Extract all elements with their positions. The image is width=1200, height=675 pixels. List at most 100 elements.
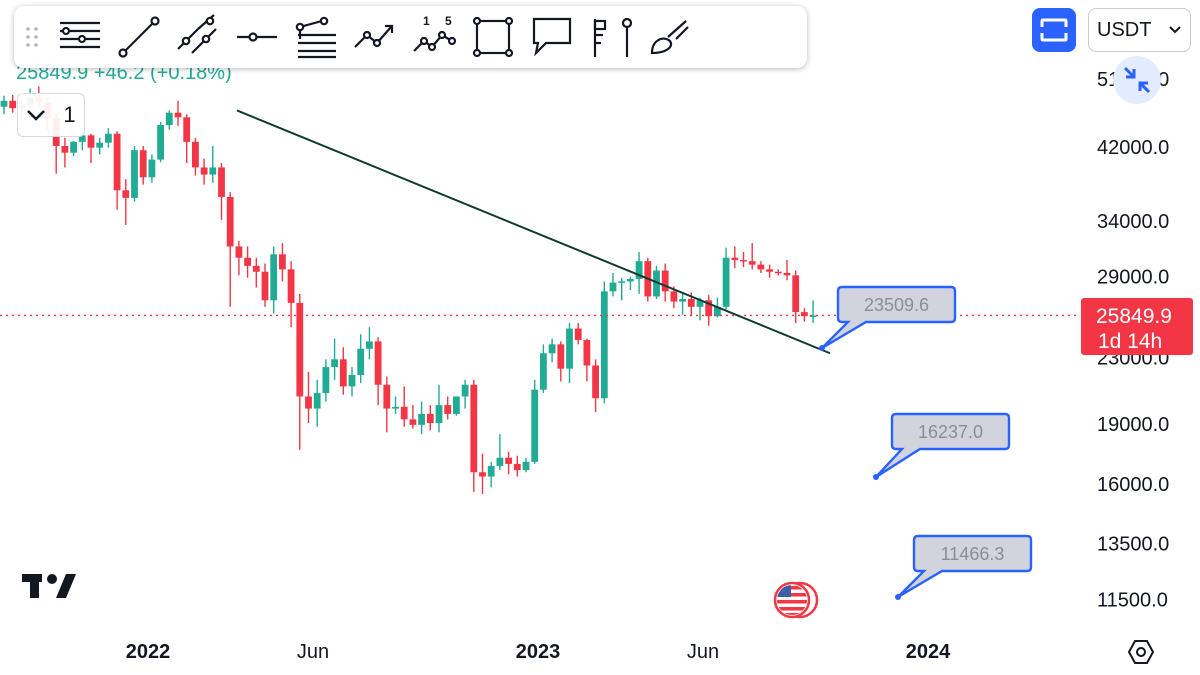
candle [409, 405, 417, 429]
candle [209, 146, 217, 183]
candle [600, 281, 608, 404]
elliott-wave-icon[interactable]: 1 5 [404, 6, 463, 68]
candle [496, 434, 504, 471]
candle [435, 384, 443, 433]
last-price-label: 25849.9 [1096, 305, 1172, 328]
candle [218, 163, 225, 220]
price-tick: 13500.0 [1097, 533, 1169, 555]
settings-icon[interactable] [1127, 638, 1155, 666]
drag-handle-icon[interactable] [14, 6, 50, 68]
candle [252, 257, 260, 288]
candle [557, 341, 565, 382]
flag-mark-icon[interactable] [581, 6, 640, 68]
price-note[interactable]: 23509.6 [819, 285, 957, 351]
candle [183, 114, 191, 164]
trend-line-icon[interactable] [109, 6, 168, 68]
wave-label-1: 1 [423, 14, 430, 28]
candle [748, 243, 756, 270]
price-note-label: 16237.0 [918, 422, 983, 442]
parallel-channel-icon[interactable] [168, 6, 227, 68]
time-tick: Jun [687, 641, 719, 663]
candle [331, 338, 338, 380]
fib-retracement-icon[interactable] [286, 6, 345, 68]
candle [548, 338, 556, 363]
candle [287, 261, 295, 328]
candle [339, 347, 347, 395]
candles [0, 86, 817, 495]
candle [270, 246, 278, 314]
tradingview-logo[interactable] [22, 572, 76, 600]
candle [157, 121, 164, 163]
candle [583, 338, 591, 382]
candle [757, 261, 765, 273]
candle [192, 137, 199, 176]
price-note[interactable]: 11466.3 [895, 534, 1033, 600]
brush-icon[interactable] [640, 6, 699, 68]
candle [322, 359, 330, 402]
collapse-arrows-icon [1123, 66, 1151, 94]
horizontal-ray-icon[interactable] [227, 6, 286, 68]
candle [696, 297, 704, 321]
time-axis: 2022 Jun 2023 Jun 2024 [126, 641, 951, 663]
candle [531, 379, 539, 464]
path-icon[interactable] [345, 6, 404, 68]
interval-toggle[interactable]: 1 [17, 93, 85, 137]
candle [444, 396, 452, 420]
candle [70, 141, 77, 157]
time-tick: Jun [297, 641, 329, 663]
rectangle-icon[interactable] [463, 6, 522, 68]
candle [374, 337, 382, 406]
candle [305, 371, 312, 423]
us-flag-icon[interactable] [772, 580, 820, 620]
candle [566, 322, 573, 384]
candle [461, 379, 469, 409]
price-tick: 19000.0 [1097, 414, 1169, 436]
currency-select[interactable]: USDT [1088, 8, 1191, 52]
candle [792, 270, 800, 323]
candle [574, 322, 582, 345]
candle [174, 100, 182, 126]
candle [400, 386, 408, 427]
candle [453, 396, 460, 416]
candle [348, 367, 356, 397]
candle [392, 396, 399, 414]
candle [540, 344, 547, 394]
trend-line[interactable] [236, 109, 831, 355]
candle [131, 146, 138, 202]
candle [9, 95, 17, 113]
price-tick: 42000.0 [1097, 137, 1169, 159]
price-tick: 34000.0 [1097, 211, 1169, 233]
price-notes: 23509.6 16237.0 11466.3 [819, 285, 1033, 600]
candle [235, 240, 243, 276]
price-note[interactable]: 16237.0 [873, 412, 1011, 480]
time-tick: 2023 [516, 641, 561, 663]
horizontal-lines-icon[interactable] [50, 6, 109, 68]
candle [313, 379, 321, 427]
price-tick: 16000.0 [1097, 474, 1169, 496]
candle [774, 269, 782, 276]
countdown-label: 1d 14h [1098, 330, 1162, 353]
candle [783, 260, 791, 281]
candle [809, 300, 817, 323]
interval-label: 1 [63, 102, 76, 127]
candle [296, 293, 304, 450]
candle [357, 334, 365, 384]
currency-label: USDT [1097, 18, 1152, 41]
fullscreen-button[interactable] [1032, 8, 1076, 52]
candle [165, 110, 173, 130]
candle [609, 272, 617, 297]
candle [426, 405, 434, 431]
callout-icon[interactable] [522, 6, 581, 68]
candle [105, 128, 112, 148]
candle [722, 247, 730, 310]
candle [766, 264, 773, 278]
collapse-button[interactable] [1113, 56, 1161, 104]
candle [661, 263, 669, 302]
price-tick: 29000.0 [1097, 266, 1169, 288]
candle [627, 276, 634, 291]
candle [366, 327, 373, 360]
candle [226, 192, 234, 307]
wave-label-5: 5 [445, 14, 452, 28]
candle [87, 133, 95, 164]
